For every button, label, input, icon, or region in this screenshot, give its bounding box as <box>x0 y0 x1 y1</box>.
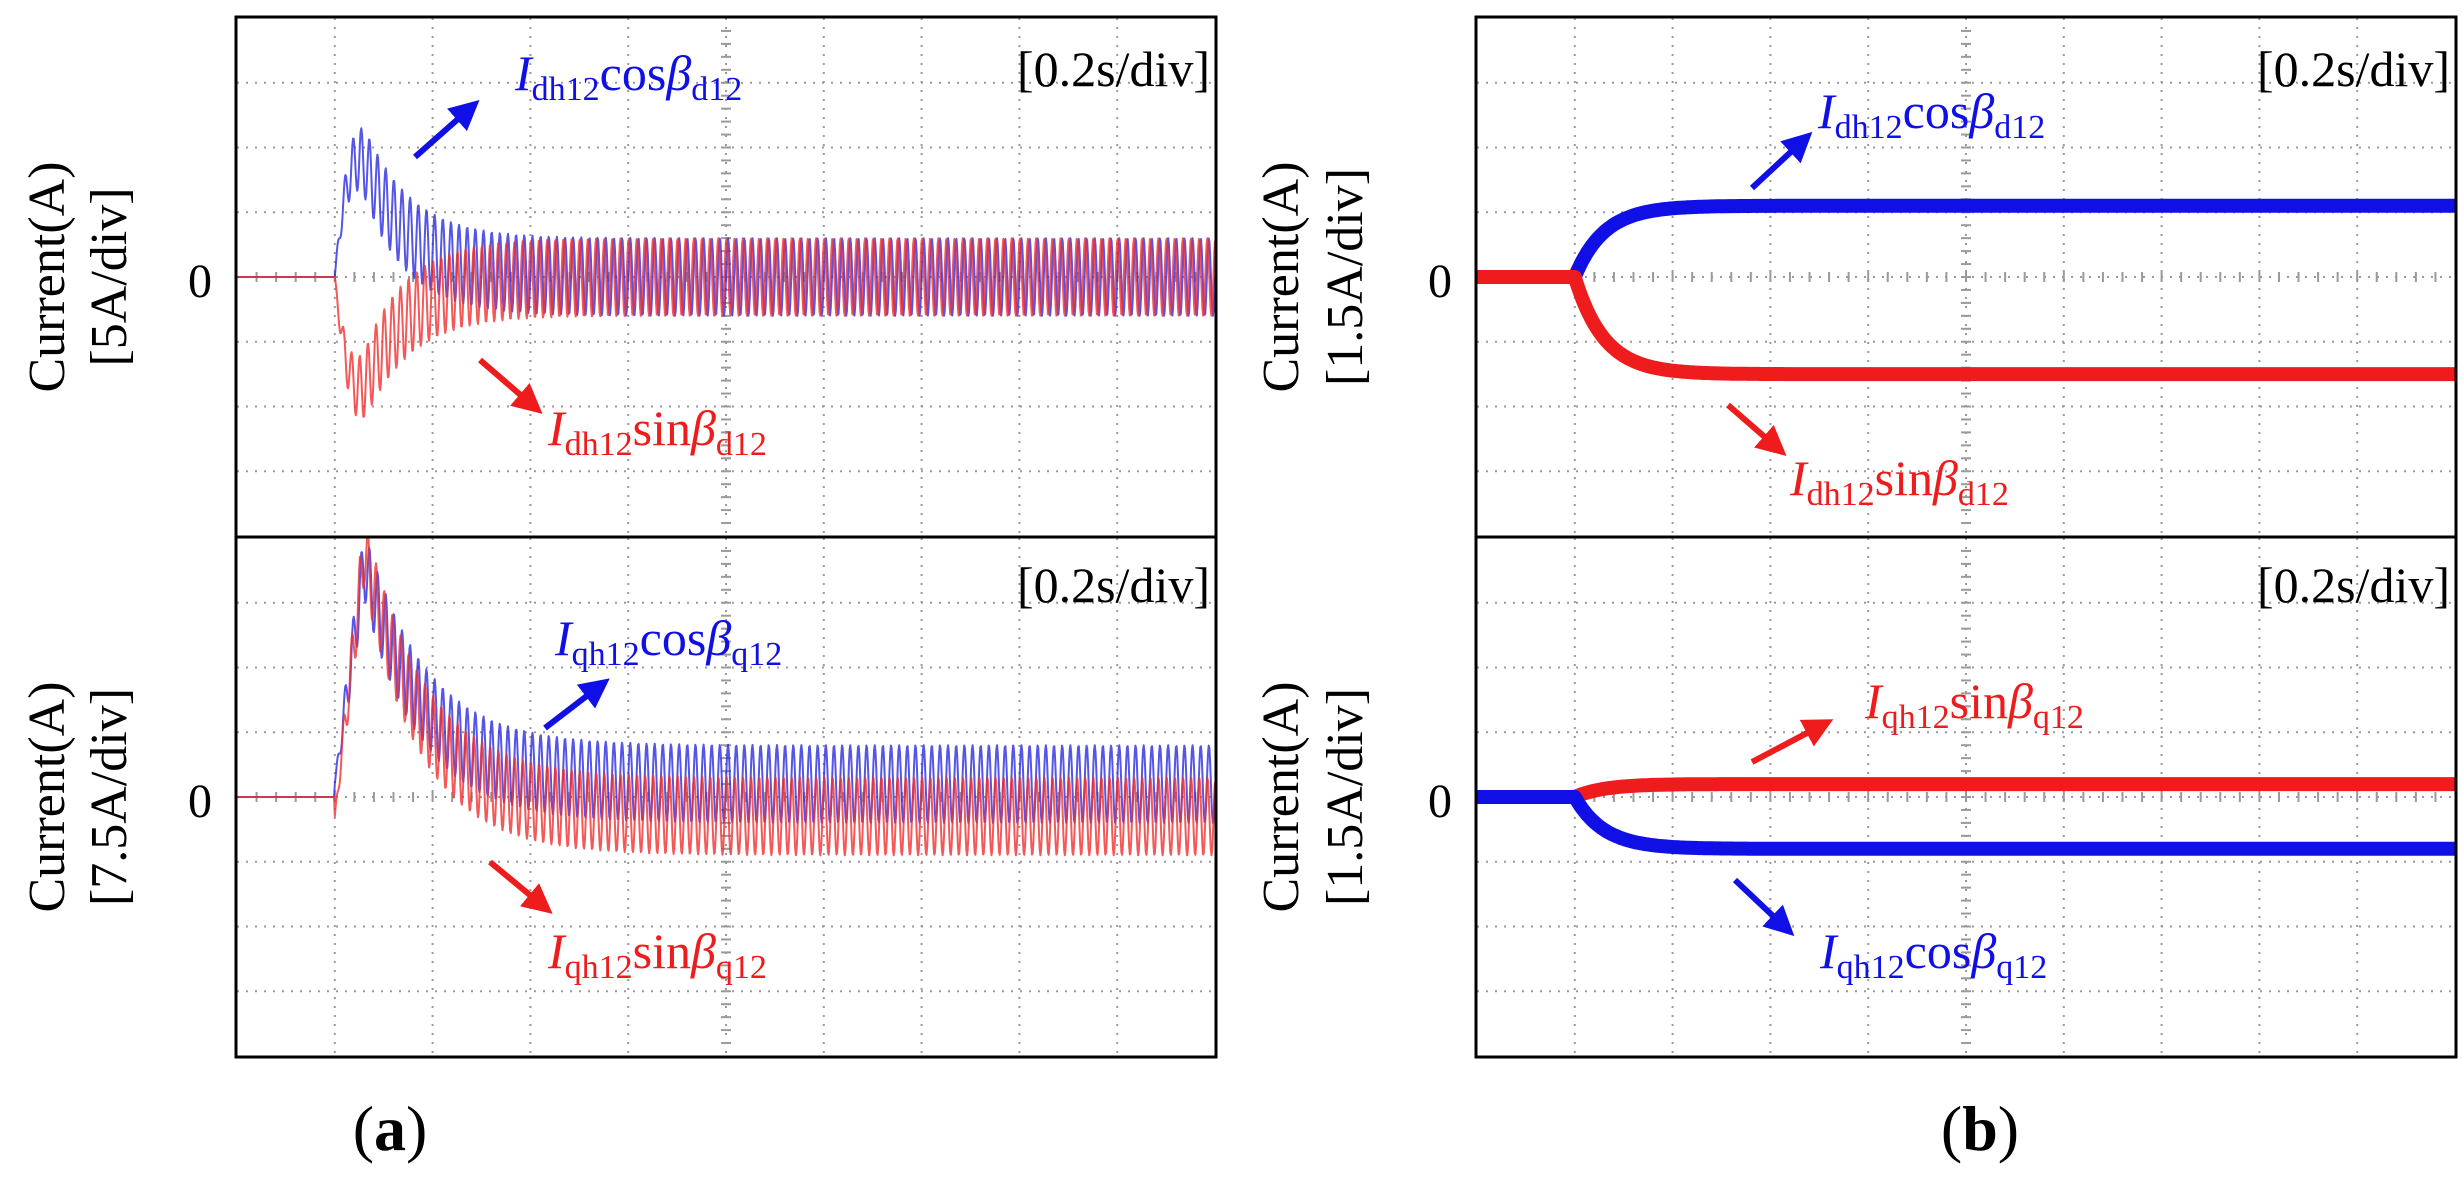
legend-a-bottom-sin: Iqh12sinβq12 <box>547 923 767 986</box>
series-line-b-top-sin <box>1477 270 2455 382</box>
zero-label-a-top: 0 <box>188 255 212 308</box>
legend-a-bottom-cos: Iqh12cosβq12 <box>554 610 782 673</box>
ylabel-a-top: Current(A) <box>19 161 76 392</box>
arrow-b-bottom-sin <box>1750 719 1834 765</box>
traces-b-top <box>1477 198 2455 382</box>
legend-b-bottom-cos: Iqh12cosβq12 <box>1819 923 2047 986</box>
plot-a-top: [0.2s/div] Idh12cosβd12 Idh12sinβd12 <box>237 18 1215 536</box>
zero-label-a-bottom: 0 <box>188 775 212 828</box>
legend-a-top-cos: Idh12cosβd12 <box>514 45 742 108</box>
time-div-b-top: [0.2s/div] <box>2257 41 2450 97</box>
traces-b-bottom <box>1477 777 2455 856</box>
plot-a-bottom: [0.2s/div] Iqh12cosβq12 Iqh12sinβq12 <box>237 538 1215 1056</box>
arrow-a-top-cos <box>413 100 480 160</box>
series-line-b-bottom-cos <box>1477 790 2455 856</box>
traces-a-bottom <box>237 538 1215 857</box>
grid-b-bottom <box>1477 538 2455 1056</box>
time-div-b-bottom: [0.2s/div] <box>2257 557 2450 613</box>
legend-b-bottom-sin: Iqh12sinβq12 <box>1864 673 2084 736</box>
arrow-a-bottom-sin <box>488 859 553 914</box>
arrow-a-bottom-cos <box>543 678 610 731</box>
yscale-b-top: [1.5A/div] <box>1317 168 1374 386</box>
panel-a: Current(A) [5A/div] Current(A) [7.5A/div… <box>19 15 1218 1164</box>
time-div-a-top: [0.2s/div] <box>1017 41 1210 97</box>
series-line-a-bottom-sin <box>237 538 1215 857</box>
series-line-b-top-cos <box>1477 198 2455 284</box>
zero-label-b-top: 0 <box>1428 255 1452 308</box>
arrow-a-top-sin <box>478 357 543 414</box>
legend-b-top-sin: Idh12sinβd12 <box>1789 450 2009 513</box>
plot-b-bottom: [0.2s/div] Iqh12sinβq12 Iqh12cosβq12 <box>1477 538 2455 1056</box>
legend-a-top-sin: Idh12sinβd12 <box>547 400 767 463</box>
ylabel-b-bottom: Current(A) <box>1253 681 1310 912</box>
zero-label-b-bottom: 0 <box>1428 775 1452 828</box>
series-line-b-bottom-sin <box>1477 777 2455 804</box>
panel-label-a: (a) <box>353 1093 428 1164</box>
panel-label-b: (b) <box>1941 1093 2019 1164</box>
series-line-a-top-cos <box>237 127 1215 317</box>
ylabel-a-bottom: Current(A) <box>19 681 76 912</box>
yscale-a-bottom: [7.5A/div] <box>81 688 138 906</box>
time-div-a-bottom: [0.2s/div] <box>1017 557 1210 613</box>
legend-b-top-cos: Idh12cosβd12 <box>1817 83 2045 146</box>
yscale-b-bottom: [1.5A/div] <box>1317 688 1374 906</box>
panel-b: Current(A) [1.5A/div] Current(A) [1.5A/d… <box>1253 15 2458 1164</box>
yscale-a-top: [5A/div] <box>81 187 138 366</box>
arrow-b-top-cos <box>1749 131 1813 191</box>
plot-b-top: [0.2s/div] Idh12cosβd12 Idh12sinβd12 <box>1477 18 2455 536</box>
arrow-b-top-sin <box>1726 402 1787 456</box>
traces-a-top <box>237 127 1215 418</box>
arrow-b-bottom-cos <box>1732 877 1795 937</box>
ylabel-b-top: Current(A) <box>1253 161 1310 392</box>
series-line-a-top-sin <box>237 237 1215 418</box>
